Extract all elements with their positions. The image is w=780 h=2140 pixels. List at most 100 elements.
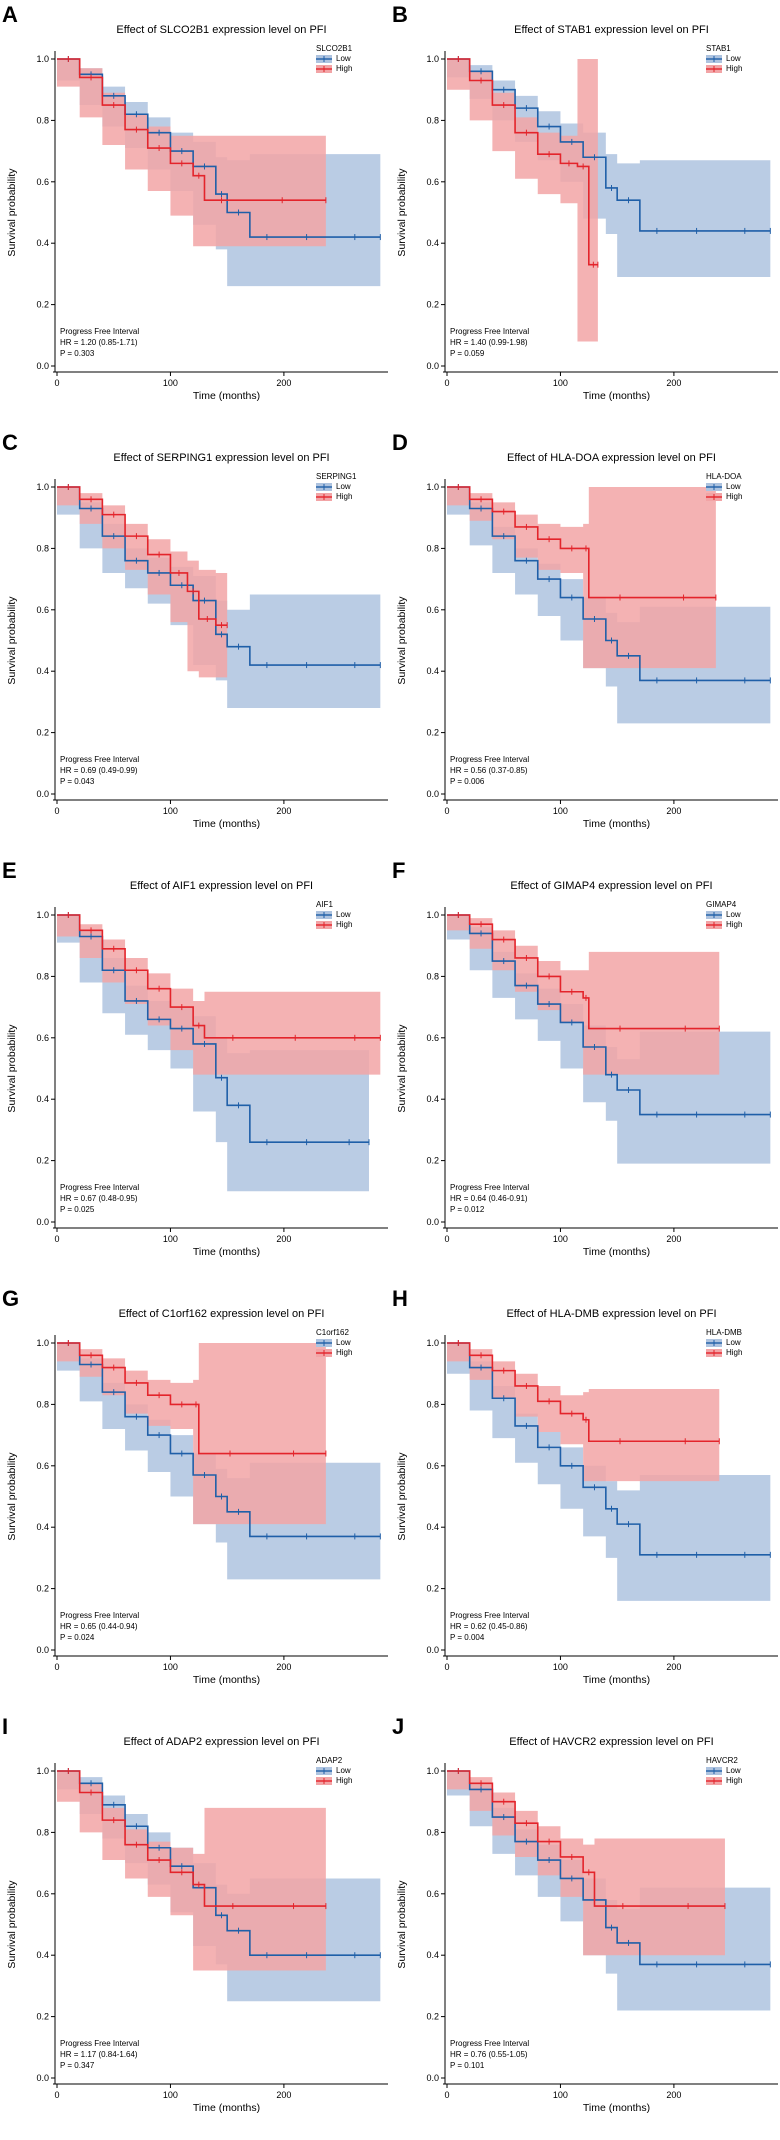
- x-tick-label: 0: [54, 806, 59, 816]
- legend-label: Low: [726, 482, 741, 491]
- ci-band-high: [57, 487, 228, 678]
- survival-line-high: [447, 1770, 725, 1907]
- ci-band-high: [57, 59, 326, 247]
- annotation-line: Progress Free Interval: [60, 755, 139, 764]
- x-axis-label: Time (months): [583, 1674, 650, 1686]
- ci-band-low: [447, 1343, 771, 1601]
- y-tick-label: 0.8: [426, 115, 439, 125]
- km-panel-e: E Effect of AIF1 expression level on PFI 0…: [0, 856, 390, 1284]
- survival-line-high: [57, 1770, 326, 1907]
- x-tick-label: 0: [54, 378, 59, 388]
- x-tick-label: 100: [163, 378, 178, 388]
- survival-line-high: [447, 1342, 720, 1443]
- y-tick-label: 1.0: [426, 910, 439, 920]
- y-axis-label: Survival probability: [6, 1880, 18, 1969]
- legend-label: High: [336, 1776, 352, 1785]
- y-tick-label: 0.6: [426, 1461, 439, 1471]
- chart-title: Effect of HLA-DOA expression level on PF…: [507, 452, 716, 464]
- y-tick-label: 1.0: [426, 1338, 439, 1348]
- y-tick-label: 0.4: [36, 666, 49, 676]
- km-chart-svg: F Effect of GIMAP4 expression level on PF…: [392, 858, 778, 1258]
- x-axis-label: Time (months): [583, 818, 650, 830]
- km-chart-svg: H Effect of HLA-DMB expression level on P…: [392, 1286, 778, 1686]
- y-tick-label: 0.4: [426, 1522, 439, 1532]
- y-tick-label: 0.4: [36, 238, 49, 248]
- ci-band-low: [57, 487, 381, 709]
- legend-label: High: [336, 64, 352, 73]
- x-axis-label: Time (months): [583, 2102, 650, 2114]
- ci-band-high: [57, 1771, 326, 1971]
- y-axis-label: Survival probability: [396, 596, 408, 685]
- annotation-line: HR = 0.56 (0.37-0.85): [450, 766, 528, 775]
- annotation-line: HR = 1.17 (0.84-1.64): [60, 2050, 138, 2059]
- x-tick-label: 100: [163, 806, 178, 816]
- y-tick-label: 1.0: [36, 1766, 49, 1776]
- y-tick-label: 0.2: [36, 2012, 49, 2022]
- x-tick-label: 200: [666, 2090, 681, 2100]
- chart-title: Effect of ADAP2 expression level on PFI: [123, 1736, 319, 1748]
- y-tick-label: 0.2: [36, 300, 49, 310]
- annotation-line: HR = 0.67 (0.48-0.95): [60, 1194, 138, 1203]
- y-tick-label: 0.4: [426, 1094, 439, 1104]
- annotation-line: P = 0.059: [450, 349, 485, 358]
- y-tick-label: 1.0: [36, 482, 49, 492]
- legend-label: Low: [336, 482, 351, 491]
- legend-label: Low: [726, 1338, 741, 1347]
- km-chart-svg: B Effect of STAB1 expression level on PFI…: [392, 2, 778, 402]
- annotation-line: HR = 0.64 (0.46-0.91): [450, 1194, 528, 1203]
- y-axis-label: Survival probability: [396, 168, 408, 257]
- km-chart-svg: J Effect of HAVCR2 expression level on PF…: [392, 1714, 778, 2114]
- panel-letter: G: [2, 1286, 19, 1311]
- km-panel-h: H Effect of HLA-DMB expression level on P…: [390, 1284, 780, 1712]
- annotation-line: Progress Free Interval: [60, 1611, 139, 1620]
- legend-label: High: [726, 1776, 742, 1785]
- y-tick-label: 0.6: [36, 1461, 49, 1471]
- y-tick-label: 0.6: [36, 605, 49, 615]
- y-tick-label: 0.0: [36, 361, 49, 371]
- survival-line-high: [447, 914, 720, 1030]
- panel-letter: A: [2, 2, 18, 27]
- legend-title: SLCO2B1: [316, 44, 353, 53]
- x-tick-label: 100: [163, 1234, 178, 1244]
- y-axis-label: Survival probability: [6, 168, 18, 257]
- x-tick-label: 0: [444, 378, 449, 388]
- ci-band-low: [447, 59, 771, 277]
- legend-title: HLA-DOA: [706, 472, 742, 481]
- y-tick-label: 0.8: [36, 115, 49, 125]
- y-tick-label: 0.2: [426, 1156, 439, 1166]
- y-tick-label: 0.8: [36, 1827, 49, 1837]
- x-tick-label: 0: [54, 2090, 59, 2100]
- panel-letter: E: [2, 858, 17, 883]
- x-axis-label: Time (months): [193, 390, 260, 402]
- annotation-line: Progress Free Interval: [450, 2039, 529, 2048]
- y-tick-label: 0.0: [426, 2073, 439, 2083]
- x-tick-label: 0: [444, 2090, 449, 2100]
- x-tick-label: 0: [444, 1234, 449, 1244]
- x-axis-label: Time (months): [583, 390, 650, 402]
- y-tick-label: 0.8: [426, 543, 439, 553]
- y-tick-label: 0.0: [426, 789, 439, 799]
- ci-band-high: [447, 59, 598, 342]
- chart-title: Effect of SERPING1 expression level on P…: [113, 452, 329, 464]
- y-tick-label: 0.8: [426, 1827, 439, 1837]
- y-tick-label: 0.4: [426, 1950, 439, 1960]
- x-tick-label: 0: [54, 1662, 59, 1672]
- annotation-line: HR = 0.62 (0.45-0.86): [450, 1622, 528, 1631]
- annotation-line: Progress Free Interval: [450, 755, 529, 764]
- legend-title: ADAP2: [316, 1756, 343, 1765]
- legend-title: HAVCR2: [706, 1756, 738, 1765]
- annotation-line: HR = 0.69 (0.49-0.99): [60, 766, 138, 775]
- km-chart-svg: C Effect of SERPING1 expression level on …: [2, 430, 388, 830]
- legend-label: High: [726, 1348, 742, 1357]
- km-chart-svg: E Effect of AIF1 expression level on PFI 0…: [2, 858, 388, 1258]
- y-tick-label: 0.6: [36, 177, 49, 187]
- legend-label: Low: [336, 54, 351, 63]
- annotation-line: Progress Free Interval: [450, 1183, 529, 1192]
- legend-label: High: [336, 920, 352, 929]
- y-tick-label: 0.8: [426, 1399, 439, 1409]
- chart-title: Effect of HLA-DMB expression level on PF…: [506, 1308, 716, 1320]
- km-chart-svg: I Effect of ADAP2 expression level on PFI…: [2, 1714, 388, 2114]
- y-tick-label: 0.2: [426, 1584, 439, 1594]
- km-panel-b: B Effect of STAB1 expression level on PFI…: [390, 0, 780, 428]
